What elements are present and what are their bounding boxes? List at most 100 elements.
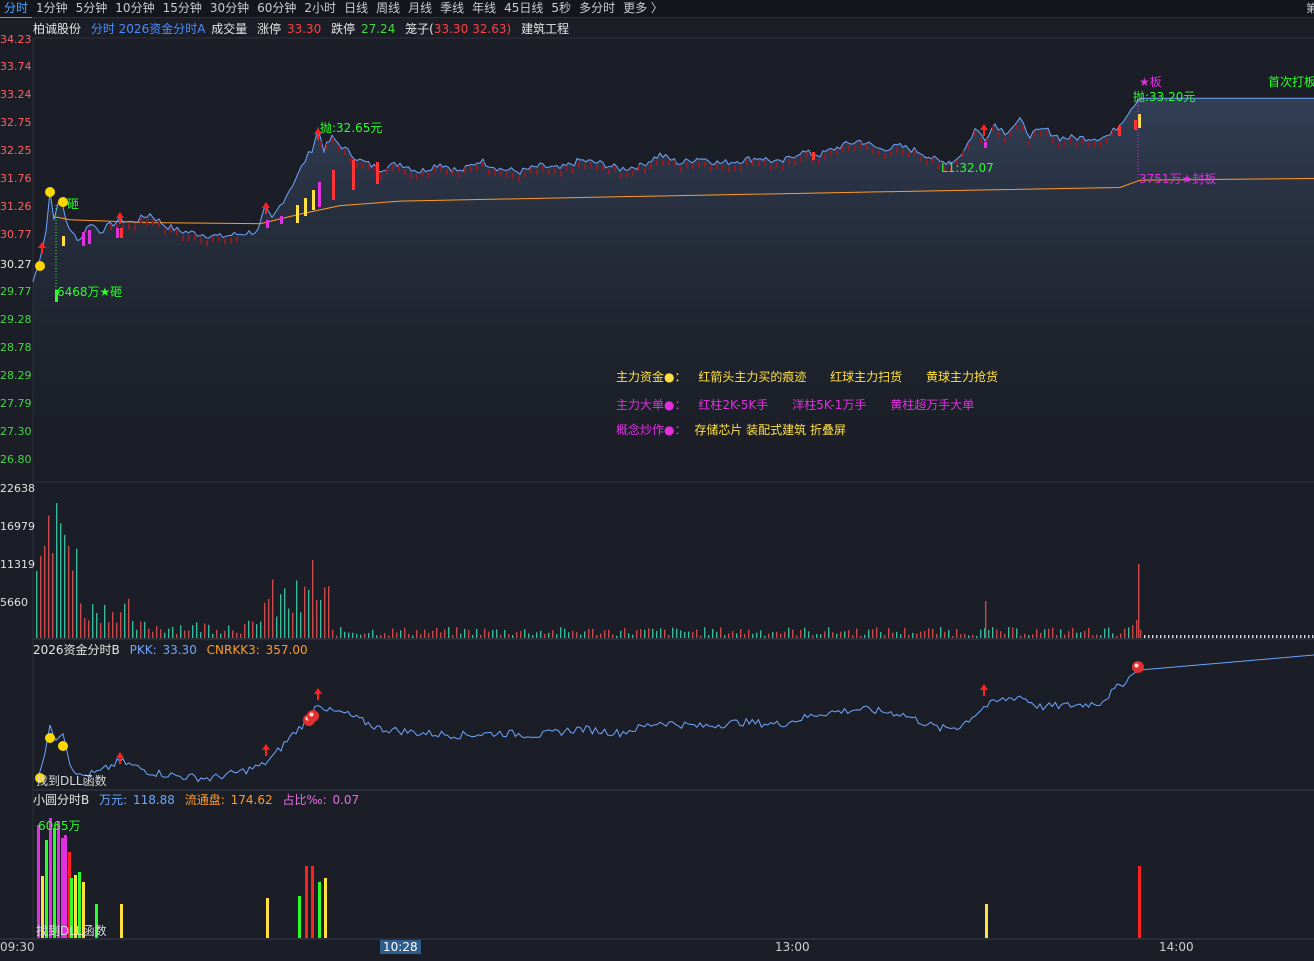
cnr-value: 357.00	[265, 643, 308, 657]
main-chart-header: 柏诚股份 分时 2026资金分时A 成交量 涨停 33.30 跌停 27.24 …	[33, 20, 575, 37]
panel-b-title[interactable]: 2026资金分时B	[33, 643, 120, 657]
volume-bar	[576, 632, 578, 638]
volume-bar	[985, 601, 987, 638]
volume-bar	[208, 624, 210, 638]
panel-b-line	[35, 654, 1314, 783]
tab-7[interactable]: 2小时	[304, 1, 337, 15]
tab-13[interactable]: 45日线	[504, 1, 544, 15]
volume-bar	[712, 628, 714, 638]
volume-bar	[48, 515, 50, 638]
minor-order-bar	[1028, 140, 1030, 147]
red-arrow-marker	[38, 242, 46, 254]
volume-bar	[848, 630, 850, 638]
tab-3[interactable]: 10分钟	[115, 1, 155, 15]
volume-bar	[580, 634, 582, 638]
volume-bar	[364, 633, 366, 638]
volume-bar	[768, 633, 770, 638]
legend-item-red-bar: 红柱2K-5K手	[698, 398, 769, 412]
volume-bar	[344, 631, 346, 638]
minor-order-bar	[350, 157, 352, 164]
stock-name[interactable]: 柏诚股份	[33, 22, 82, 36]
tab-9[interactable]: 周线	[376, 1, 401, 15]
minor-order-bar	[188, 234, 190, 241]
volume-bar	[436, 627, 438, 638]
tab-1[interactable]: 1分钟	[36, 1, 68, 15]
limit-down-label: 跌停	[331, 22, 356, 36]
panel-c-title[interactable]: 小圆分时B	[33, 793, 90, 807]
minor-order-bar	[740, 165, 742, 172]
minor-order-bar	[506, 171, 508, 178]
tab-10[interactable]: 月线	[408, 1, 433, 15]
volume-bar	[432, 630, 434, 638]
volume-bar	[956, 629, 958, 638]
volume-bar	[1260, 635, 1262, 638]
fund-bar	[298, 896, 301, 938]
volume-bar	[168, 628, 170, 638]
minor-order-bar	[1064, 140, 1066, 147]
tab-15[interactable]: 多分时	[579, 1, 616, 15]
minor-order-bar	[560, 170, 562, 177]
minor-order-bar	[482, 161, 484, 168]
time-label-afternoon: 13:00	[775, 940, 810, 954]
fund-bar	[53, 828, 56, 938]
tab-14[interactable]: 5秒	[551, 1, 572, 15]
minor-order-bar	[110, 224, 112, 231]
volume-bar	[1268, 635, 1270, 638]
time-label-cursor[interactable]: 10:28	[380, 940, 421, 954]
volume-bar	[656, 630, 658, 638]
fund-bar	[95, 904, 98, 938]
wan-label: 万元:	[99, 793, 128, 807]
ratio-label: 占比‰:	[282, 793, 327, 807]
volume-bar	[992, 627, 994, 638]
volume-bar	[1092, 635, 1094, 638]
volume-bar	[284, 588, 286, 638]
tab-2[interactable]: 5分钟	[75, 1, 108, 15]
tab-8[interactable]: 日线	[344, 1, 369, 15]
tab-0[interactable]: 分时	[0, 0, 33, 18]
tab-5[interactable]: 30分钟	[209, 1, 250, 15]
sector-name[interactable]: 建筑工程	[521, 22, 570, 36]
minor-order-bar	[422, 170, 424, 177]
volume-bar	[932, 628, 934, 638]
minor-order-bar	[1088, 141, 1090, 148]
volume-axis-label: 16979	[0, 520, 35, 533]
minor-order-bar	[116, 224, 118, 231]
volume-bar	[412, 635, 414, 638]
fund-bar	[1138, 866, 1141, 938]
big-order-bar	[304, 198, 307, 216]
tab-12[interactable]: 年线	[472, 1, 497, 15]
volume-bar	[1300, 635, 1302, 638]
price-axis-label: 29.28	[0, 313, 32, 326]
cage-high: 33.30	[433, 22, 469, 36]
indicator-name[interactable]: 分时 2026资金分时A	[90, 22, 206, 36]
tab-right-icon[interactable]: 第	[1306, 2, 1314, 15]
minor-order-bar	[848, 145, 850, 152]
minor-order-bar	[434, 166, 436, 173]
fund-bar	[57, 822, 60, 938]
volume-bar	[816, 633, 818, 638]
big-order-bar	[312, 190, 315, 210]
tab-11[interactable]: 季线	[440, 1, 465, 15]
tab-4[interactable]: 15分钟	[162, 1, 202, 15]
volume-bar	[1016, 628, 1018, 638]
volume-bar	[720, 627, 722, 638]
volume-bar	[1200, 635, 1202, 638]
legend-item-red-arrow: 红箭头主力买的痕迹	[698, 370, 807, 384]
minor-order-bar	[650, 163, 652, 170]
tab-16[interactable]: 更多 〉	[623, 1, 663, 15]
minor-order-bar	[974, 130, 976, 137]
volume-bar	[724, 635, 726, 638]
minor-order-bar	[626, 171, 628, 178]
fund-bar	[74, 875, 77, 938]
pkk-label: PKK:	[129, 643, 157, 657]
volume-bar	[256, 624, 258, 638]
tab-6[interactable]: 60分钟	[257, 1, 297, 15]
price-axis-label: 28.29	[0, 369, 32, 382]
volume-bar	[1120, 633, 1122, 638]
volume-bar	[1164, 635, 1166, 638]
volume-bar	[460, 633, 462, 638]
minor-order-bar	[380, 174, 382, 181]
big-order-bar	[296, 205, 299, 223]
volume-bar	[968, 635, 970, 638]
